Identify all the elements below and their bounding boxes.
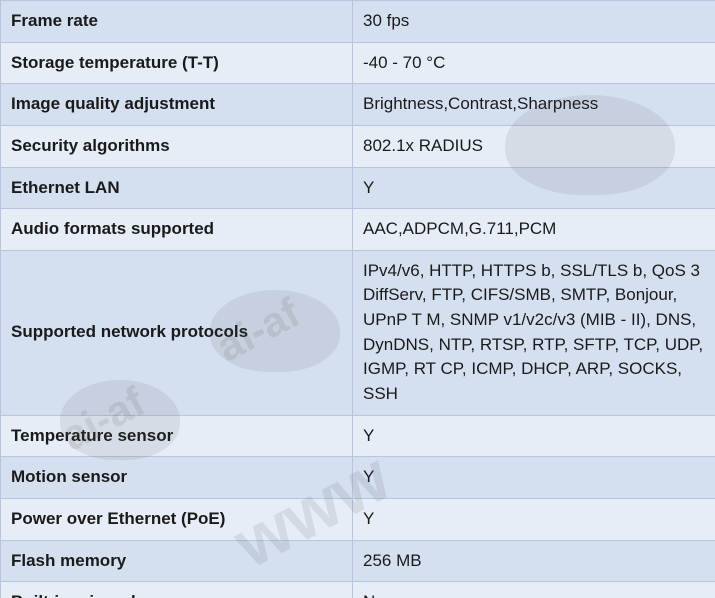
table-row: Storage temperature (T-T) -40 - 70 °C bbox=[1, 42, 715, 84]
spec-value: AAC,ADPCM,G.711,PCM bbox=[353, 209, 715, 251]
spec-value: Y bbox=[353, 498, 715, 540]
spec-label: Power over Ethernet (PoE) bbox=[1, 498, 353, 540]
spec-value: N bbox=[353, 582, 715, 598]
spec-value: -40 - 70 °C bbox=[353, 42, 715, 84]
spec-label: Supported network protocols bbox=[1, 250, 353, 415]
spec-label: Flash memory bbox=[1, 540, 353, 582]
table-row: Frame rate 30 fps bbox=[1, 1, 715, 43]
spec-value: Y bbox=[353, 415, 715, 457]
table-row: Motion sensor Y bbox=[1, 457, 715, 499]
spec-label: Temperature sensor bbox=[1, 415, 353, 457]
spec-label: Security algorithms bbox=[1, 125, 353, 167]
spec-label: Built-in microphone bbox=[1, 582, 353, 598]
table-row: Image quality adjustment Brightness,Cont… bbox=[1, 84, 715, 126]
spec-label: Audio formats supported bbox=[1, 209, 353, 251]
spec-label: Frame rate bbox=[1, 1, 353, 43]
spec-value: 30 fps bbox=[353, 1, 715, 43]
table-row: Flash memory 256 MB bbox=[1, 540, 715, 582]
spec-value: 256 MB bbox=[353, 540, 715, 582]
spec-label: Image quality adjustment bbox=[1, 84, 353, 126]
spec-value: IPv4/v6, HTTP, HTTPS b, SSL/TLS b, QoS 3… bbox=[353, 250, 715, 415]
table-row: Power over Ethernet (PoE) Y bbox=[1, 498, 715, 540]
spec-value: 802.1x RADIUS bbox=[353, 125, 715, 167]
table-row: Built-in microphone N bbox=[1, 582, 715, 598]
spec-value: Y bbox=[353, 457, 715, 499]
spec-value: Brightness,Contrast,Sharpness bbox=[353, 84, 715, 126]
spec-value: Y bbox=[353, 167, 715, 209]
table-row: Ethernet LAN Y bbox=[1, 167, 715, 209]
table-row: Audio formats supported AAC,ADPCM,G.711,… bbox=[1, 209, 715, 251]
table-row: Supported network protocols IPv4/v6, HTT… bbox=[1, 250, 715, 415]
spec-label: Storage temperature (T-T) bbox=[1, 42, 353, 84]
spec-table: Frame rate 30 fps Storage temperature (T… bbox=[0, 0, 715, 598]
table-row: Temperature sensor Y bbox=[1, 415, 715, 457]
spec-label: Motion sensor bbox=[1, 457, 353, 499]
spec-label: Ethernet LAN bbox=[1, 167, 353, 209]
table-row: Security algorithms 802.1x RADIUS bbox=[1, 125, 715, 167]
